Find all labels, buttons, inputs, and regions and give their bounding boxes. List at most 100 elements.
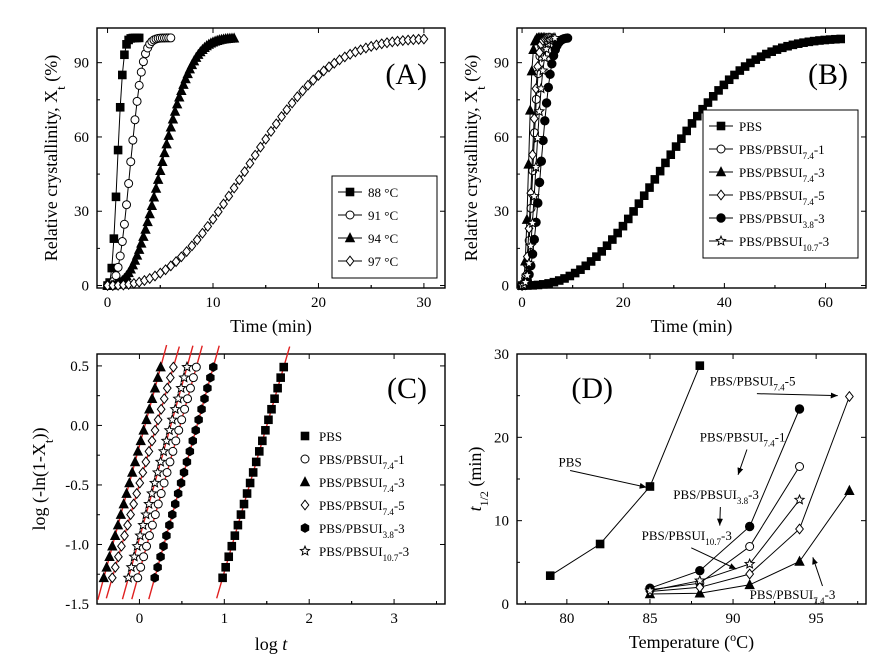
legend-marker bbox=[715, 166, 727, 177]
data-point bbox=[595, 539, 605, 549]
data-point bbox=[118, 498, 129, 509]
data-point bbox=[157, 445, 170, 457]
y-tick-label: 30 bbox=[494, 204, 509, 220]
data-point bbox=[703, 98, 713, 107]
data-point bbox=[528, 43, 539, 54]
data-point bbox=[277, 111, 286, 123]
data-point bbox=[155, 164, 166, 175]
data-point bbox=[165, 520, 174, 531]
text-span: -3 bbox=[721, 528, 732, 543]
x-tick-label: 95 bbox=[809, 611, 824, 627]
series-0 bbox=[216, 346, 291, 599]
text-span: PBS/PBSUI bbox=[319, 544, 383, 559]
data-point bbox=[655, 166, 665, 176]
data-point bbox=[844, 484, 855, 495]
y-tick-label: 10 bbox=[494, 514, 509, 530]
data-point bbox=[132, 487, 142, 500]
data-point bbox=[151, 466, 164, 478]
panel-letter: (C) bbox=[387, 372, 427, 405]
data-point bbox=[153, 562, 162, 573]
data-point bbox=[523, 257, 535, 269]
y-tick-label: 0 bbox=[502, 279, 510, 295]
data-point bbox=[111, 192, 121, 202]
annotation-arrow bbox=[756, 392, 838, 399]
legend-label: PBS/PBSUI7.4-1 bbox=[739, 142, 825, 161]
data-point bbox=[581, 261, 591, 271]
text-span: 7.4 bbox=[773, 383, 785, 393]
text-span: (%) bbox=[461, 55, 482, 86]
text-span: -3 bbox=[814, 211, 825, 226]
text-span: PBS/PBSUI bbox=[739, 188, 803, 203]
data-point bbox=[743, 557, 756, 569]
data-point bbox=[142, 541, 152, 551]
y-tick-label: 20 bbox=[494, 430, 509, 446]
y-axis-label: Relative crystallinity, Xt (%) bbox=[461, 55, 488, 261]
text-span: C) bbox=[736, 632, 754, 653]
data-point bbox=[536, 156, 547, 166]
data-point bbox=[531, 94, 541, 104]
text-span: 3.8 bbox=[383, 530, 395, 540]
data-point bbox=[239, 499, 249, 509]
data-point bbox=[176, 478, 186, 488]
text-span: (%) bbox=[41, 55, 62, 86]
series-line bbox=[549, 365, 701, 577]
data-point bbox=[174, 425, 184, 435]
data-point bbox=[188, 373, 198, 383]
data-point bbox=[695, 581, 705, 593]
text-span: PBS/PBSUI bbox=[710, 374, 774, 389]
text-span: t bbox=[473, 86, 488, 90]
data-point bbox=[112, 519, 124, 530]
data-point bbox=[177, 415, 187, 425]
legend: PBSPBS/PBSUI7.4-1PBS/PBSUI7.4-3PBS/PBSUI… bbox=[702, 109, 859, 259]
annotation-label: PBS/PBSUI10.7-3 bbox=[642, 528, 732, 547]
y-tick-label: -0.5 bbox=[65, 478, 89, 494]
data-point bbox=[708, 92, 718, 101]
data-point bbox=[119, 219, 129, 229]
data-point bbox=[694, 574, 706, 586]
legend-marker bbox=[300, 523, 310, 533]
data-point bbox=[162, 382, 172, 394]
x-axis-label: log t bbox=[255, 634, 289, 654]
text-span: PBS/PBSUI bbox=[319, 475, 383, 490]
data-point bbox=[793, 493, 806, 505]
data-point bbox=[162, 467, 172, 477]
data-point bbox=[200, 393, 209, 404]
data-point bbox=[844, 390, 854, 403]
data-point bbox=[194, 414, 203, 425]
annotation-label: PBS/PBSUI7.4-5 bbox=[710, 374, 796, 393]
data-point bbox=[644, 584, 656, 596]
text-span: -3 bbox=[748, 487, 759, 502]
data-point bbox=[264, 415, 273, 425]
data-point bbox=[134, 33, 144, 43]
data-point bbox=[172, 392, 184, 404]
y-axis-label: log (-ln(1-Xt)) bbox=[29, 427, 56, 530]
data-point bbox=[292, 91, 302, 103]
series-2 bbox=[97, 344, 168, 601]
data-point bbox=[180, 73, 191, 84]
data-point bbox=[224, 552, 234, 562]
data-point bbox=[152, 173, 164, 184]
x-tick-label: 80 bbox=[559, 611, 574, 627]
data-point bbox=[138, 57, 148, 67]
data-point bbox=[129, 498, 139, 510]
data-point bbox=[693, 111, 702, 121]
text-span: 10.7 bbox=[803, 243, 819, 253]
data-point bbox=[161, 264, 170, 276]
data-point bbox=[540, 116, 550, 126]
text-span: Relative crystallinity, X bbox=[461, 90, 481, 261]
data-point bbox=[171, 98, 183, 109]
legend-marker bbox=[299, 544, 311, 556]
data-point bbox=[224, 190, 234, 202]
annotation-arrow bbox=[737, 449, 748, 475]
data-point bbox=[745, 542, 755, 551]
annotation-label: PBS bbox=[559, 455, 582, 470]
text-span: PBS/PBSUI bbox=[739, 165, 803, 180]
data-point bbox=[167, 113, 179, 124]
data-point bbox=[166, 33, 176, 43]
data-point bbox=[156, 403, 166, 415]
data-point bbox=[134, 80, 144, 90]
data-point bbox=[109, 529, 121, 540]
plot-frame bbox=[516, 353, 867, 605]
series-0 bbox=[103, 33, 144, 290]
